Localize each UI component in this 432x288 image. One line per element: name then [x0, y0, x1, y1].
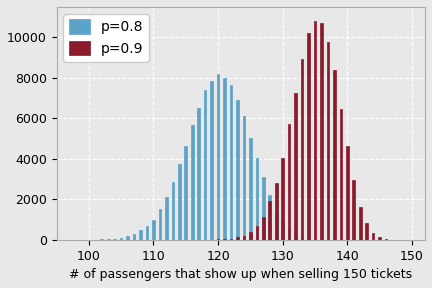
Bar [262, 177, 265, 240]
Bar [120, 238, 122, 240]
Bar [243, 236, 245, 240]
Bar [294, 234, 297, 240]
Bar [243, 116, 245, 240]
Bar [204, 90, 206, 240]
Bar [294, 93, 297, 240]
Bar [197, 108, 200, 240]
Bar [353, 180, 355, 240]
Bar [269, 202, 271, 240]
Bar [275, 211, 277, 240]
Bar [178, 164, 181, 240]
Bar [281, 221, 284, 240]
Bar [184, 145, 187, 240]
Bar [314, 239, 316, 240]
Bar [372, 232, 375, 240]
Bar [210, 81, 213, 240]
Bar [256, 226, 258, 240]
Bar [365, 223, 368, 240]
Bar [256, 158, 258, 240]
Bar [307, 238, 310, 240]
Bar [262, 217, 265, 240]
Bar [159, 209, 161, 240]
Bar [107, 239, 110, 240]
Bar [340, 109, 342, 240]
Bar [301, 59, 303, 240]
Bar [236, 237, 239, 240]
Bar [152, 220, 155, 240]
Bar [139, 230, 142, 240]
Bar [320, 23, 323, 240]
Bar [249, 138, 252, 240]
Bar [269, 195, 271, 240]
Bar [288, 124, 290, 240]
Bar [320, 239, 323, 240]
Bar [314, 22, 316, 240]
Bar [301, 236, 303, 240]
Bar [230, 239, 232, 240]
Bar [165, 197, 168, 240]
Bar [133, 234, 135, 240]
Bar [359, 207, 362, 240]
Bar [223, 78, 226, 240]
Bar [378, 237, 381, 240]
Bar [146, 226, 148, 240]
Bar [307, 33, 310, 240]
Bar [333, 70, 336, 240]
Bar [249, 232, 252, 240]
Bar [281, 158, 284, 240]
Bar [230, 85, 232, 240]
Legend: p=0.8, p=0.9: p=0.8, p=0.9 [64, 14, 149, 62]
Bar [191, 125, 194, 240]
Bar [236, 100, 239, 240]
X-axis label: # of passengers that show up when selling 150 tickets: # of passengers that show up when sellin… [69, 268, 412, 281]
Bar [288, 228, 290, 240]
Bar [172, 183, 174, 240]
Bar [385, 239, 388, 240]
Bar [114, 239, 116, 240]
Bar [101, 239, 103, 240]
Bar [346, 147, 349, 240]
Bar [223, 239, 226, 240]
Bar [126, 236, 129, 240]
Bar [217, 75, 219, 240]
Bar [327, 42, 329, 240]
Bar [275, 183, 277, 240]
